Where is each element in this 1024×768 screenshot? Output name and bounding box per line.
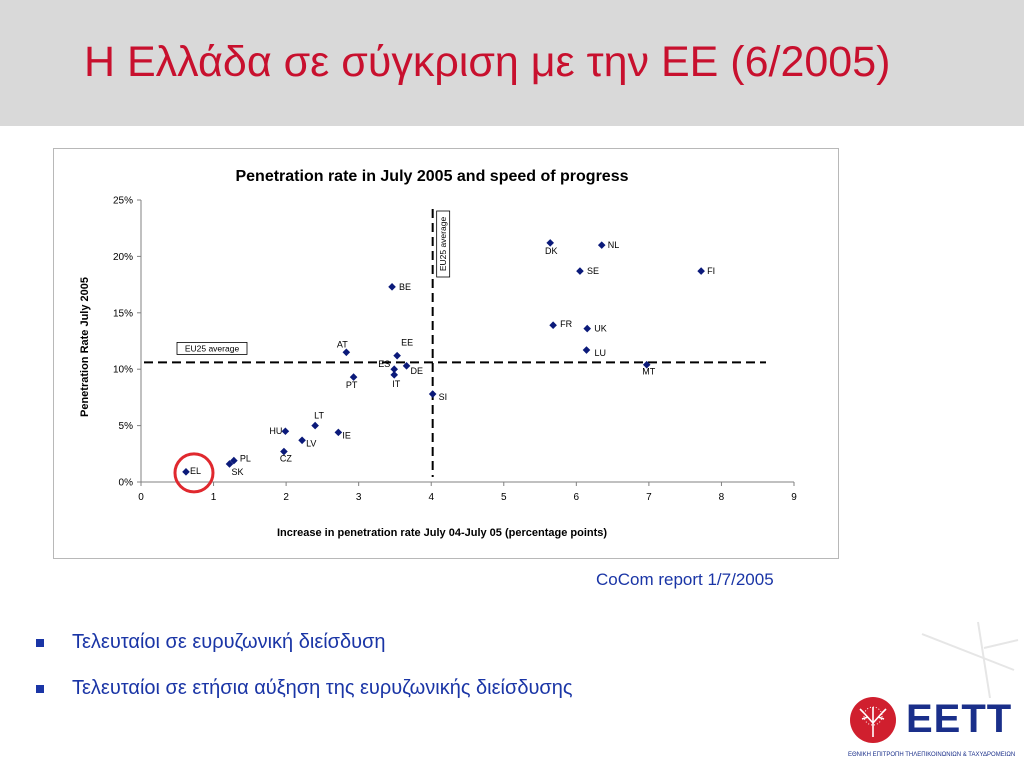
y-tick-label: 5% xyxy=(119,421,134,432)
decorative-lines xyxy=(921,621,1019,699)
data-label-lt: LT xyxy=(314,411,324,421)
data-label-pl: PL xyxy=(240,454,251,464)
y-tick-label: 20% xyxy=(113,252,133,263)
data-label-dk: DK xyxy=(545,246,558,256)
data-point-lt xyxy=(311,421,319,430)
data-label-nl: NL xyxy=(608,240,620,250)
data-label-be: BE xyxy=(399,282,411,292)
scatter-chart: Penetration rate in July 2005 and speed … xyxy=(79,168,797,539)
data-point-nl xyxy=(597,241,606,249)
data-point-fr xyxy=(549,321,557,330)
x-tick-label: 8 xyxy=(719,492,725,503)
data-point-lu xyxy=(582,346,591,354)
eu25-average-horizontal-label-box xyxy=(176,342,248,355)
data-point-si xyxy=(428,390,437,398)
data-label-at: AT xyxy=(337,339,348,349)
data-point-fi xyxy=(697,267,705,275)
y-tick-label: 25% xyxy=(113,196,133,207)
data-point-lv xyxy=(298,436,306,445)
data-label-mt: MT xyxy=(642,367,655,377)
data-point-be xyxy=(388,283,396,291)
data-label-lu: LU xyxy=(594,348,606,358)
data-point-sk xyxy=(225,460,234,468)
header-band: Η Ελλάδα σε σύγκριση με την ΕΕ (6/2005) xyxy=(0,0,1024,126)
x-tick-label: 9 xyxy=(791,492,797,503)
y-axis-title: Penetration Rate July 2005 xyxy=(79,277,91,417)
data-label-it: IT xyxy=(392,379,401,389)
y-tick-label: 15% xyxy=(113,308,133,319)
x-tick-label: 1 xyxy=(211,492,217,503)
x-tick-label: 5 xyxy=(501,492,507,503)
eu25-average-horizontal-label: EU25 average xyxy=(185,343,240,353)
data-label-ee: EE xyxy=(401,338,413,348)
data-point-hu xyxy=(281,427,290,436)
bullet-square-icon xyxy=(36,685,44,693)
data-label-sk: SK xyxy=(232,467,244,477)
data-point-pt xyxy=(349,373,358,381)
highlight-ring xyxy=(173,452,215,494)
data-point-cz xyxy=(280,447,288,456)
eu25-average-vertical-label-box xyxy=(436,210,451,278)
data-label-uk: UK xyxy=(594,324,607,334)
data-label-si: SI xyxy=(439,392,448,402)
data-label-pt: PT xyxy=(346,380,358,390)
data-label-fi: FI xyxy=(707,266,715,276)
data-label-el: EL xyxy=(190,466,201,476)
logo-wordmark: ΕΕΤΤ xyxy=(906,697,1013,741)
data-label-lv: LV xyxy=(306,438,316,448)
eett-logo: ΕΕΤΤ ΕΘΝΙΚΗ ΕΠΙΤΡΟΠΗ ΤΗΛΕΠΙΚΟΙΝΩΝΙΩΝ & Τ… xyxy=(848,695,1018,763)
data-point-es xyxy=(390,365,399,373)
data-point-mt xyxy=(642,360,651,369)
x-tick-label: 2 xyxy=(283,492,289,503)
data-point-ee xyxy=(393,351,401,360)
y-tick-label: 0% xyxy=(119,478,134,489)
x-tick-label: 7 xyxy=(646,492,652,503)
x-tick-label: 3 xyxy=(356,492,362,503)
data-point-de xyxy=(402,362,411,370)
bullet-text: Τελευταίοι σε ετήσια αύξηση της ευρυζωνι… xyxy=(72,677,573,699)
data-point-el xyxy=(182,468,190,476)
data-label-ie: IE xyxy=(342,430,351,440)
data-label-fr: FR xyxy=(560,319,572,329)
y-tick-label: 10% xyxy=(113,365,133,376)
bullet-list: Τελευταίοι σε ευρυζωνική διείσδυση Τελευ… xyxy=(36,631,573,723)
data-label-de: DE xyxy=(411,366,424,376)
data-point-pl xyxy=(230,456,238,465)
chart-title: Penetration rate in July 2005 and speed … xyxy=(235,168,628,185)
slide-title: Η Ελλάδα σε σύγκριση με την ΕΕ (6/2005) xyxy=(84,38,891,86)
source-note: CoCom report 1/7/2005 xyxy=(596,570,774,589)
x-tick-label: 6 xyxy=(574,492,580,503)
x-tick-label: 0 xyxy=(138,492,144,503)
data-point-uk xyxy=(583,324,592,333)
data-point-ie xyxy=(334,428,343,437)
x-axis-title: Increase in penetration rate July 04-Jul… xyxy=(277,527,607,539)
bullet-text: Τελευταίοι σε ευρυζωνική διείσδυση xyxy=(72,631,386,653)
data-label-se: SE xyxy=(587,266,599,276)
eu25-average-vertical-label: EU25 average xyxy=(438,217,448,272)
chart-frame: Penetration rate in July 2005 and speed … xyxy=(53,148,839,559)
data-point-it xyxy=(390,371,399,379)
bullet-square-icon xyxy=(36,639,44,647)
bullet-item: Τελευταίοι σε ετήσια αύξηση της ευρυζωνι… xyxy=(36,677,573,723)
data-label-es: ES xyxy=(378,359,390,369)
data-point-at xyxy=(342,348,351,357)
data-point-dk xyxy=(546,239,555,247)
plot-area: 0% 5% 10% 15% 20% 25% 0 1 2 3 4 5 6 7 8 9 EU25 average EU… xyxy=(113,196,797,504)
tree-emblem-icon xyxy=(850,697,896,743)
data-label-hu: HU xyxy=(269,426,282,436)
data-point-se xyxy=(576,267,584,275)
x-tick-label: 4 xyxy=(428,492,434,503)
bullet-item: Τελευταίοι σε ευρυζωνική διείσδυση xyxy=(36,631,573,677)
logo-subtext: ΕΘΝΙΚΗ ΕΠΙΤΡΟΠΗ ΤΗΛΕΠΙΚΟΙΝΩΝΙΩΝ & ΤΑΧΥΔΡ… xyxy=(848,752,1016,758)
data-label-cz: CZ xyxy=(280,454,292,464)
